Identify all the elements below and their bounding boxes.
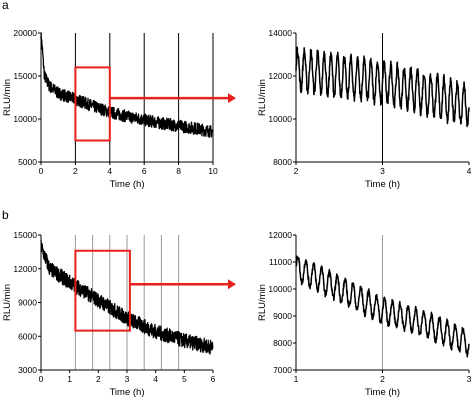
chart-b-left: 0 1 2 3 4 5 6 3000 6000 9000 12000 15000 Time (h) RLU… [2, 230, 236, 398]
y-tick-label: 12000 [268, 230, 292, 240]
y-axis-label: RLU/min [257, 284, 268, 321]
x-axis-label: Time (h) [365, 179, 400, 190]
y-tick-label: 8000 [273, 338, 292, 348]
x-tick-label: 2 [380, 374, 385, 384]
x-axis-label: Time (h) [365, 387, 400, 398]
y-axis-label: RLU/min [257, 79, 268, 116]
series-line [295, 255, 470, 358]
chart-a-right: 2 3 4 8000 10000 12000 14000 Time (h) RLU/min [257, 28, 472, 190]
x-tick-label: 4 [107, 166, 112, 176]
y-tick-label: 10000 [13, 114, 37, 124]
x-axis-label: Time (h) [109, 179, 144, 190]
series-line [295, 46, 470, 128]
highlight-box [74, 66, 111, 142]
x-tick-label: 3 [467, 374, 472, 384]
x-axis-label: Time (h) [109, 387, 144, 398]
x-tick-label: 4 [153, 374, 158, 384]
y-tick-label: 12000 [13, 264, 37, 274]
x-tick-label: 3 [380, 166, 385, 176]
y-tick-label: 6000 [18, 331, 37, 341]
x-tick-label: 2 [96, 374, 101, 384]
x-tick-label: 10 [208, 166, 218, 176]
zoom-arrow-head [228, 93, 236, 104]
x-tick-label: 1 [67, 374, 72, 384]
y-tick-label: 5000 [18, 157, 37, 167]
y-tick-label: 15000 [13, 71, 37, 81]
chart-b-right: 1 2 3 7000 8000 9000 10000 11000 12000 Time (h) RL… [257, 230, 472, 398]
x-tick-label: 8 [176, 166, 181, 176]
x-tick-label: 1 [294, 374, 299, 384]
series-line [40, 240, 214, 355]
y-tick-label: 8000 [273, 157, 292, 167]
y-tick-label: 10000 [268, 284, 292, 294]
x-tick-label: 2 [73, 166, 78, 176]
y-tick-label: 15000 [13, 230, 37, 240]
y-tick-label: 12000 [268, 71, 292, 81]
x-tick-label: 0 [39, 166, 44, 176]
y-tick-label: 9000 [273, 311, 292, 321]
y-tick-label: 14000 [268, 28, 292, 38]
y-tick-label: 10000 [268, 114, 292, 124]
x-tick-label: 6 [211, 374, 216, 384]
zoom-arrow-head [228, 279, 236, 290]
x-tick-label: 0 [39, 374, 44, 384]
series-line [40, 32, 214, 138]
x-tick-label: 3 [125, 374, 130, 384]
y-tick-label: 7000 [273, 365, 292, 375]
highlight-box [74, 249, 131, 332]
y-tick-label: 9000 [18, 298, 37, 308]
x-tick-label: 4 [467, 166, 472, 176]
chart-a-left: 0 2 4 6 8 10 5000 10000 15000 20000 Time (h) RLU/mi… [2, 28, 236, 190]
y-tick-label: 11000 [269, 257, 292, 267]
panel-label-b: b [2, 208, 9, 222]
x-tick-label: 5 [182, 374, 187, 384]
x-tick-label: 2 [294, 166, 299, 176]
panel-label-a: a [2, 0, 9, 12]
y-axis-label: RLU/min [2, 284, 13, 321]
x-tick-label: 6 [142, 166, 147, 176]
y-axis-label: RLU/min [2, 79, 13, 116]
y-tick-label: 3000 [18, 365, 37, 375]
y-tick-label: 20000 [13, 28, 37, 38]
